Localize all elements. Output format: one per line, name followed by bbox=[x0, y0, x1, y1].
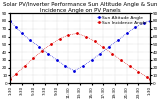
Sun Altitude Angle bbox=[30, 40, 32, 41]
Sun Incidence Angle bbox=[128, 66, 130, 67]
Title: Solar PV/Inverter Performance Sun Altitude Angle & Sun Incidence Angle on PV Pan: Solar PV/Inverter Performance Sun Altitu… bbox=[3, 2, 157, 13]
Sun Altitude Angle bbox=[149, 20, 151, 22]
Sun Incidence Angle bbox=[111, 53, 113, 54]
Sun Altitude Angle bbox=[91, 59, 93, 60]
Sun Altitude Angle bbox=[64, 66, 66, 67]
Sun Altitude Angle bbox=[134, 27, 136, 28]
Sun Altitude Angle bbox=[126, 33, 128, 34]
Sun Altitude Angle bbox=[143, 22, 145, 23]
Sun Incidence Angle bbox=[50, 44, 52, 45]
Sun Incidence Angle bbox=[76, 33, 78, 34]
Legend: Sun Altitude Angle, Sun Incidence Angle: Sun Altitude Angle, Sun Incidence Angle bbox=[96, 15, 148, 25]
Line: Sun Incidence Angle: Sun Incidence Angle bbox=[9, 32, 151, 81]
Sun Altitude Angle bbox=[56, 59, 58, 60]
Sun Altitude Angle bbox=[108, 46, 110, 47]
Sun Incidence Angle bbox=[32, 58, 34, 59]
Sun Altitude Angle bbox=[117, 40, 119, 41]
Sun Incidence Angle bbox=[59, 38, 61, 40]
Sun Incidence Angle bbox=[146, 76, 148, 78]
Line: Sun Altitude Angle: Sun Altitude Angle bbox=[9, 20, 151, 72]
Sun Incidence Angle bbox=[24, 66, 26, 67]
Sun Incidence Angle bbox=[85, 36, 87, 37]
Sun Altitude Angle bbox=[82, 66, 84, 67]
Sun Altitude Angle bbox=[47, 53, 49, 54]
Sun Incidence Angle bbox=[9, 79, 11, 80]
Sun Altitude Angle bbox=[38, 46, 40, 47]
Sun Altitude Angle bbox=[73, 70, 75, 71]
Sun Incidence Angle bbox=[102, 47, 104, 48]
Sun Incidence Angle bbox=[149, 79, 151, 80]
Sun Altitude Angle bbox=[99, 53, 101, 54]
Sun Altitude Angle bbox=[15, 27, 17, 28]
Sun Altitude Angle bbox=[9, 20, 11, 22]
Sun Incidence Angle bbox=[67, 34, 69, 36]
Sun Incidence Angle bbox=[15, 73, 17, 74]
Sun Incidence Angle bbox=[94, 41, 96, 42]
Sun Incidence Angle bbox=[137, 71, 139, 72]
Sun Altitude Angle bbox=[21, 33, 23, 34]
Sun Incidence Angle bbox=[41, 50, 43, 51]
Sun Incidence Angle bbox=[120, 59, 122, 60]
